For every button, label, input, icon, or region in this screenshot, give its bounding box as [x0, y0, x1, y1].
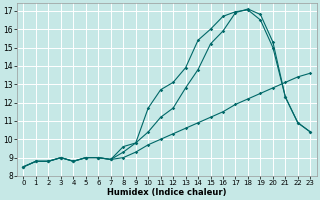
X-axis label: Humidex (Indice chaleur): Humidex (Indice chaleur)	[107, 188, 227, 197]
